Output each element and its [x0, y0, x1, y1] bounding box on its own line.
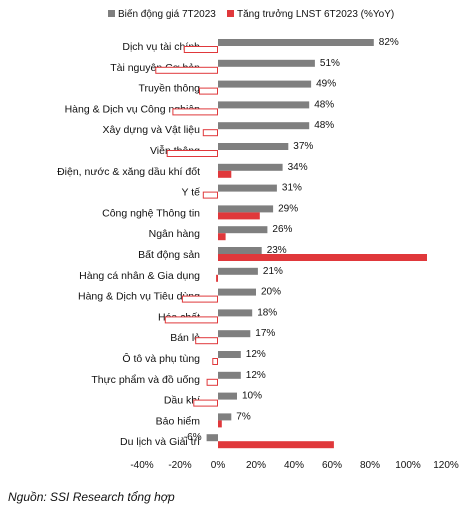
price-value-label: 20%: [261, 287, 281, 298]
price-value-label: 48%: [314, 99, 334, 110]
price-value-label: 23%: [267, 245, 287, 256]
profit-bar: [218, 254, 427, 261]
price-value-label: 48%: [314, 120, 334, 131]
price-bar: [218, 371, 241, 379]
price-bar: [218, 59, 315, 67]
bars: Dịch vụ tài chính 82%Tài nguyên Cơ bản 51%…: [57, 37, 427, 449]
profit-bar: [181, 295, 218, 303]
x-axis: -40% -20% 0% 20% 40% 60% 80% 100% 120%: [130, 460, 459, 471]
price-value-label: 29%: [278, 203, 298, 214]
price-bar: [218, 288, 256, 296]
price-value-label: 17%: [255, 328, 275, 339]
profit-bar: [218, 441, 334, 449]
category-label: Xây dựng và Vật liệu: [102, 124, 200, 136]
profit-bar: [193, 399, 219, 407]
legend-swatch-profit: [227, 10, 234, 17]
category-label: Điện, nước & xăng dầu khí đốt: [57, 166, 200, 178]
price-bar: [218, 351, 241, 358]
price-bar: [218, 184, 277, 192]
profit-bar: [155, 66, 219, 74]
x-tick-label: 0%: [211, 460, 226, 471]
price-bar: [218, 267, 258, 275]
profit-bar: [183, 46, 219, 53]
price-bar: [218, 101, 310, 109]
category-label: Truyền thông: [139, 83, 201, 95]
profit-bar: [218, 420, 222, 428]
category-label: Hàng cá nhân & Gia dụng: [79, 270, 200, 282]
legend-label-price: Biến động giá 7T2023: [118, 8, 216, 20]
price-bar: [218, 205, 274, 213]
category-label: Dịch vụ tài chính: [122, 41, 200, 53]
category-label: Du lịch và Giải trí: [120, 436, 200, 448]
price-value-label: 51%: [320, 58, 340, 69]
profit-bar: [172, 108, 218, 116]
category-label: Công nghệ Thông tin: [102, 207, 200, 219]
price-bar: [218, 392, 237, 400]
category-label: Ô tô và phụ tùng: [122, 352, 200, 365]
price-bar: [218, 122, 310, 130]
price-bar: [218, 309, 253, 317]
profit-bar: [216, 274, 219, 282]
price-bar: [218, 247, 262, 254]
category-label: Bảo hiểm: [156, 415, 201, 427]
price-bar: [218, 80, 312, 88]
category-label: Bán lẻ: [170, 332, 200, 344]
price-bar: [218, 226, 268, 234]
category-label: Ngân hàng: [149, 228, 201, 240]
price-value-label: 26%: [272, 224, 292, 235]
profit-bar: [218, 170, 232, 178]
price-bar: [218, 413, 232, 421]
price-bar: [218, 39, 374, 46]
category-label: Hàng & Dịch vụ Tiêu dùng: [78, 291, 200, 303]
category-label: Hàng & Dịch vụ Công nghiệp: [65, 103, 201, 115]
category-label: Bất động sản: [138, 249, 200, 261]
category-label: Thực phẩm và đồ uống: [91, 374, 200, 386]
profit-bar: [166, 150, 218, 157]
price-bar: [218, 143, 289, 150]
price-value-label: 82%: [379, 37, 399, 48]
x-tick-label: 80%: [360, 460, 380, 471]
legend-label-profit: Tăng trưởng LNST 6T2023 (%YoY): [237, 8, 394, 20]
profit-bar: [202, 129, 219, 137]
x-tick-label: 120%: [433, 460, 459, 471]
price-value-label: 49%: [316, 79, 336, 90]
legend-swatch-price: [108, 10, 115, 17]
price-bar: [206, 434, 218, 442]
x-tick-label: 100%: [395, 460, 421, 471]
source-note: Nguồn: SSI Research tổng hợp: [8, 490, 175, 504]
profit-bar: [218, 212, 260, 220]
profit-bar: [212, 358, 219, 365]
price-value-label: 37%: [293, 141, 313, 152]
profit-bar: [202, 191, 219, 199]
legend: Biến động giá 7T2023 Tăng trưởng LNST 6T2…: [108, 8, 394, 20]
price-value-label: 12%: [246, 370, 266, 381]
price-value-label: 7%: [236, 411, 251, 422]
price-value-label: -6%: [184, 432, 202, 443]
x-tick-label: 60%: [322, 460, 342, 471]
x-tick-label: -20%: [168, 460, 191, 471]
profit-bar: [218, 233, 226, 241]
x-tick-label: 20%: [246, 460, 266, 471]
profit-bar: [164, 316, 219, 324]
price-bar: [218, 163, 283, 171]
category-label: Dầu khí: [164, 395, 200, 407]
profit-bar: [206, 378, 219, 386]
price-value-label: 18%: [257, 307, 277, 318]
profit-bar: [195, 337, 218, 345]
price-value-label: 34%: [288, 162, 308, 173]
profit-bar: [199, 87, 218, 95]
price-bar: [218, 330, 251, 338]
category-label: Y tế: [182, 187, 201, 199]
price-value-label: 31%: [282, 183, 302, 194]
x-tick-label: 40%: [284, 460, 304, 471]
x-tick-label: -40%: [130, 460, 153, 471]
price-value-label: 12%: [246, 349, 266, 360]
price-value-label: 21%: [263, 266, 283, 277]
price-value-label: 10%: [242, 391, 262, 402]
